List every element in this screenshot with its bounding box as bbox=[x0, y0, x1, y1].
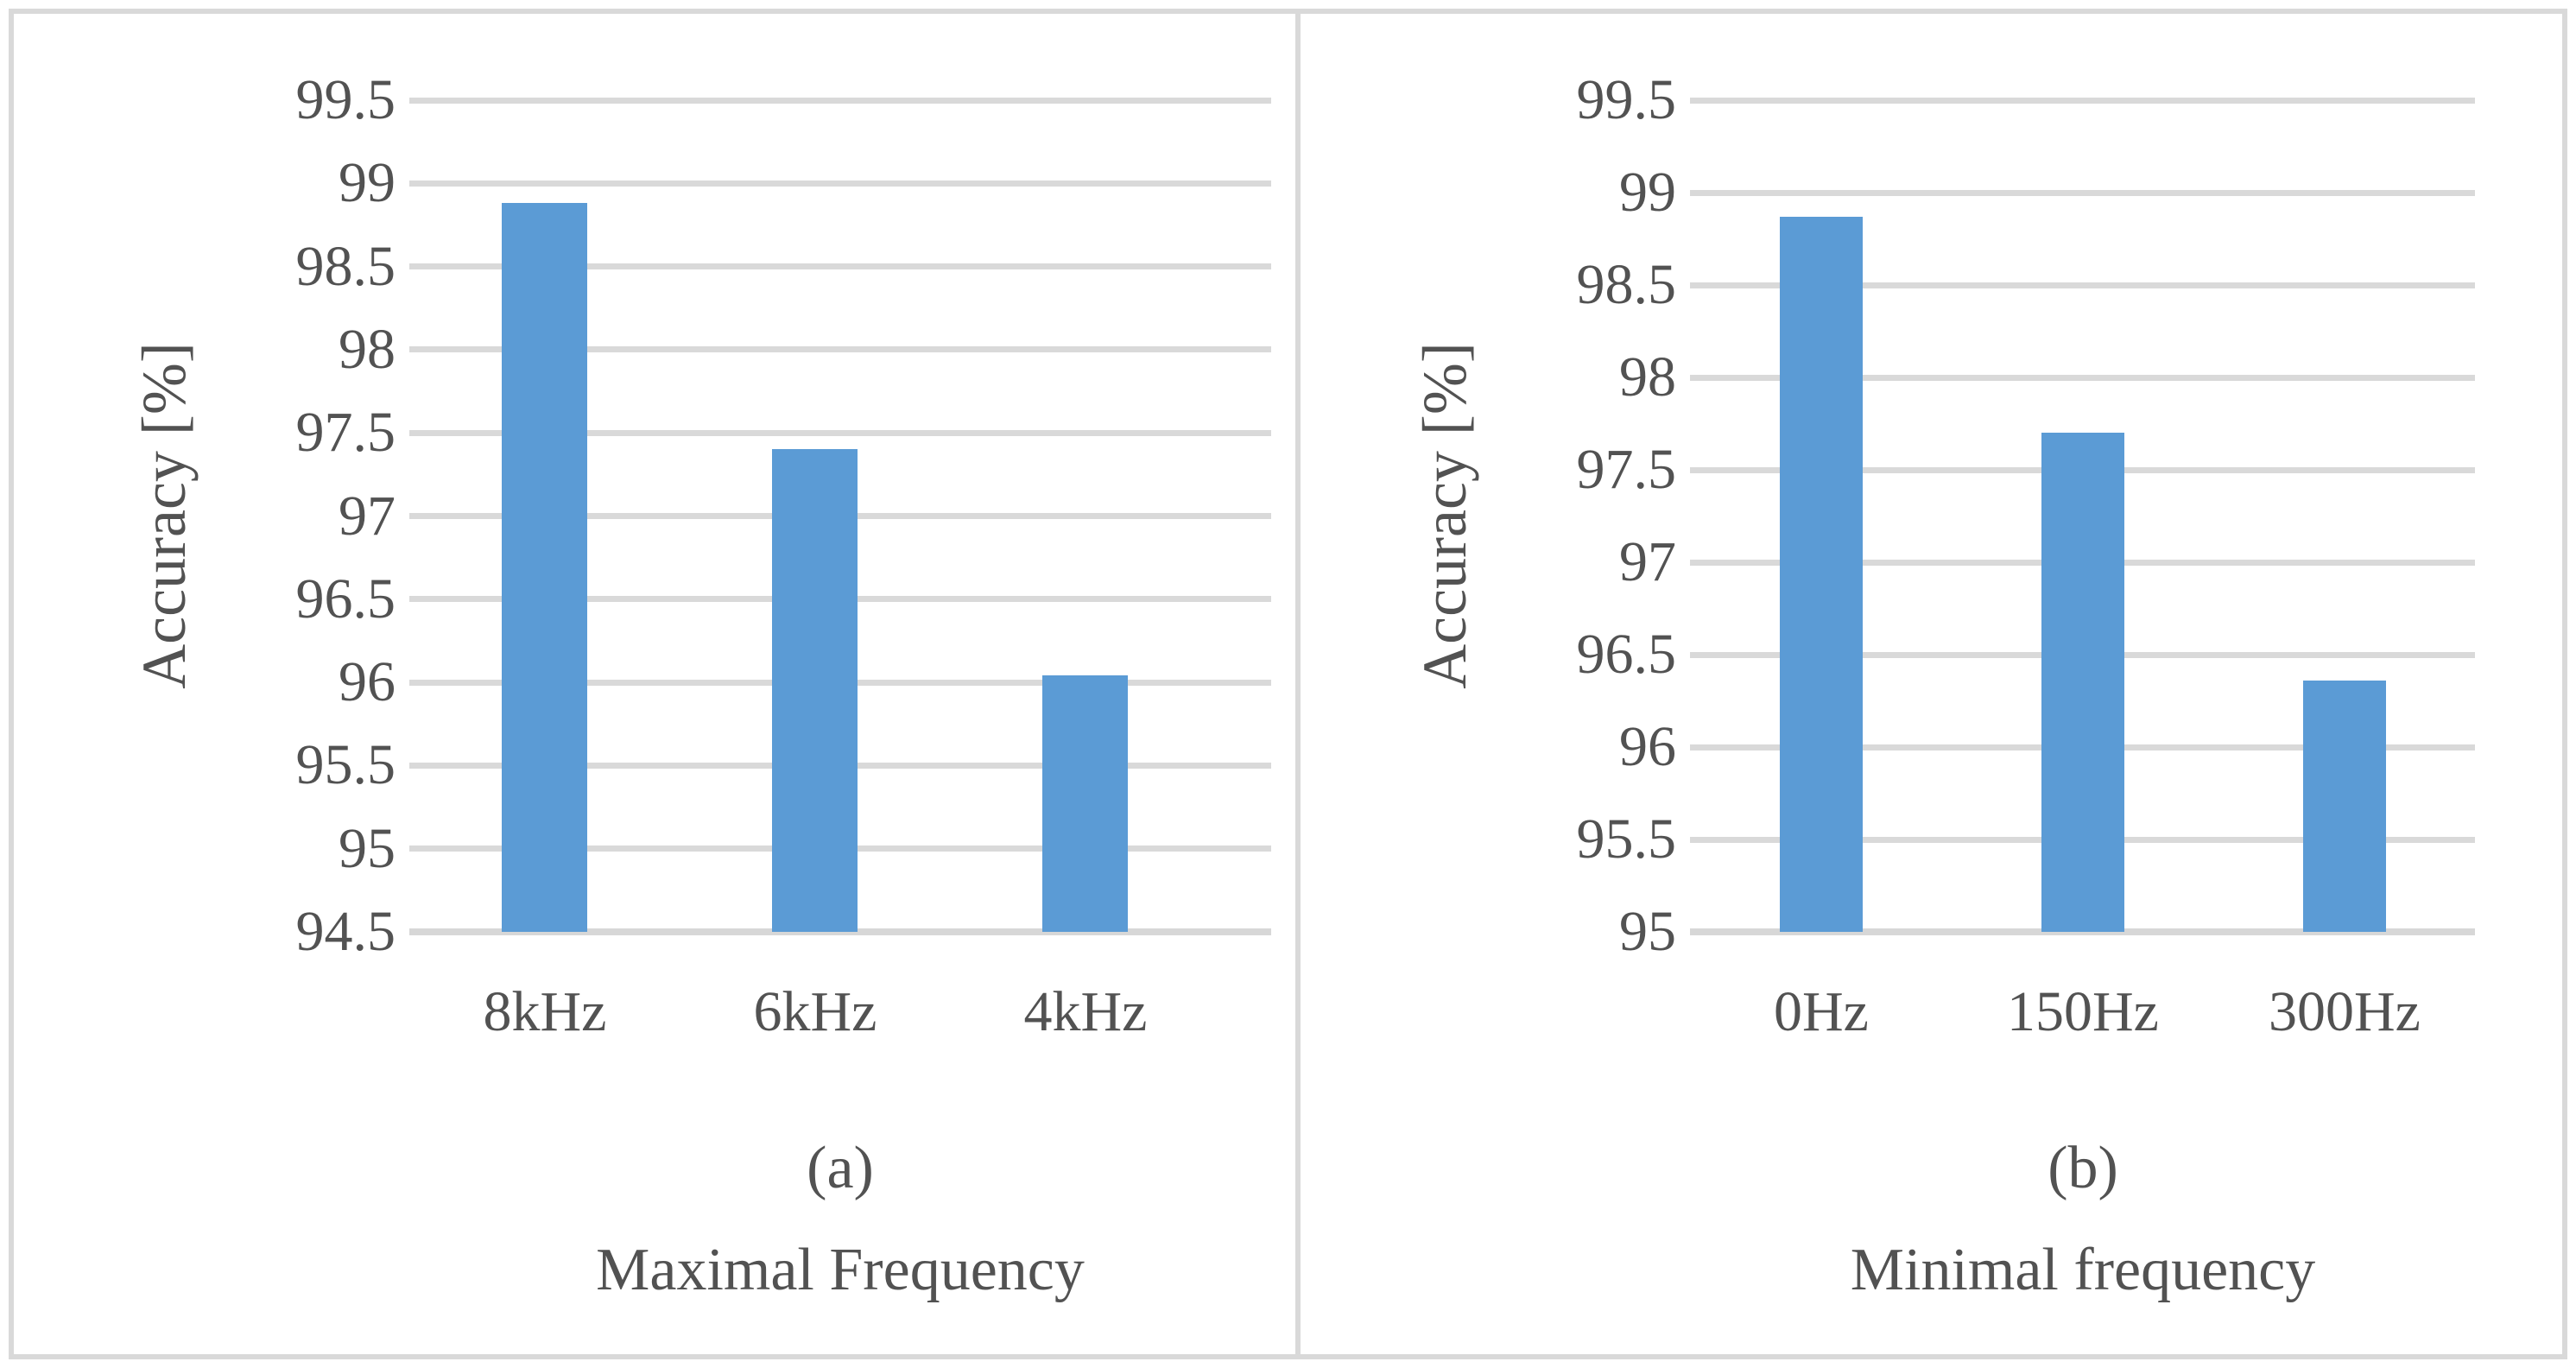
gridline bbox=[409, 98, 1271, 104]
gridline bbox=[409, 430, 1271, 436]
y-tick-label: 98 bbox=[339, 318, 396, 381]
x-tick-label: 300Hz bbox=[2269, 980, 2421, 1043]
y-tick-label: 98 bbox=[1619, 345, 1676, 408]
y-tick-label: 99 bbox=[339, 151, 396, 214]
gridline bbox=[409, 180, 1271, 187]
y-tick-label: 98.5 bbox=[295, 235, 396, 298]
caption-title-b: Minimal frequency bbox=[1850, 1237, 2316, 1303]
y-tick-label: 99.5 bbox=[295, 68, 396, 131]
y-tick-label: 96 bbox=[1619, 715, 1676, 778]
gridline bbox=[1690, 98, 2475, 104]
panel-divider bbox=[1295, 9, 1301, 1359]
x-tick-label: 0Hz bbox=[1774, 980, 1869, 1043]
gridline bbox=[1690, 375, 2475, 381]
x-tick-label: 6kHz bbox=[753, 980, 877, 1043]
y-tick-label: 95 bbox=[1619, 900, 1676, 963]
bar-6kHz bbox=[772, 449, 858, 932]
y-tick-label: 94.5 bbox=[295, 900, 396, 963]
y-tick-label: 95.5 bbox=[295, 733, 396, 796]
caption-letter-b: (b) bbox=[2048, 1135, 2118, 1201]
y-tick-label: 96.5 bbox=[295, 567, 396, 630]
x-tick-label: 150Hz bbox=[2007, 980, 2159, 1043]
y-tick-label: 97 bbox=[1619, 530, 1676, 593]
y-tick-label: 95.5 bbox=[1576, 808, 1677, 871]
y-tick-label: 95 bbox=[339, 817, 396, 880]
y-tick-label: 99.5 bbox=[1576, 68, 1677, 131]
bar-300Hz bbox=[2303, 681, 2386, 932]
y-tick-label: 97.5 bbox=[295, 401, 396, 464]
bar-150Hz bbox=[2041, 433, 2124, 932]
caption-letter-a: (a) bbox=[807, 1135, 874, 1201]
figure-border bbox=[9, 9, 2567, 1359]
bar-4kHz bbox=[1042, 675, 1128, 932]
bar-8kHz bbox=[502, 203, 587, 932]
gridline bbox=[409, 346, 1271, 352]
y-tick-label: 96 bbox=[339, 650, 396, 713]
x-tick-label: 8kHz bbox=[483, 980, 607, 1043]
x-axis-line bbox=[1690, 928, 2475, 935]
gridline bbox=[1690, 190, 2475, 196]
y-tick-label: 96.5 bbox=[1576, 623, 1677, 686]
caption-title-a: Maximal Frequency bbox=[596, 1237, 1085, 1303]
y-tick-label: 98.5 bbox=[1576, 253, 1677, 316]
bar-0Hz bbox=[1780, 217, 1863, 932]
x-tick-label: 4kHz bbox=[1023, 980, 1148, 1043]
y-tick-label: 99 bbox=[1619, 161, 1676, 224]
y-tick-label: 97.5 bbox=[1576, 438, 1677, 501]
gridline bbox=[409, 263, 1271, 269]
y-tick-label: 97 bbox=[339, 484, 396, 548]
gridline bbox=[1690, 282, 2475, 288]
x-axis-line bbox=[409, 928, 1271, 935]
